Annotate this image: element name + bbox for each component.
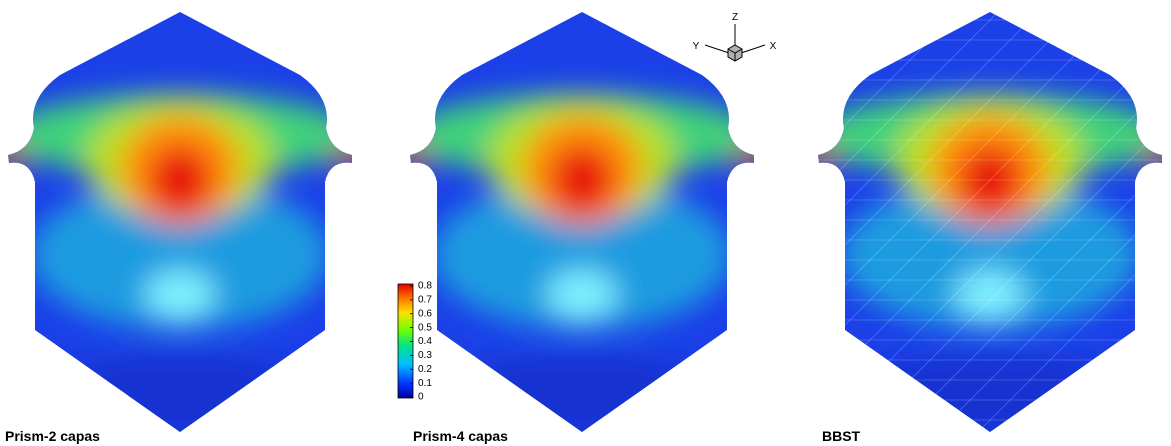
colorbar-tick-label: 0.3 bbox=[418, 350, 432, 361]
colorbar-tick-label: 0.2 bbox=[418, 364, 432, 375]
axis-z: Z bbox=[732, 12, 738, 23]
axis-y: Y bbox=[693, 41, 700, 52]
colorbar-tick-label: 0.8 bbox=[418, 281, 432, 292]
axis-x: X bbox=[770, 41, 777, 52]
panel-label: BBST bbox=[822, 428, 861, 444]
colorbar-tick-label: 0.6 bbox=[418, 308, 432, 319]
colorbar-tick-label: 0.1 bbox=[418, 378, 432, 389]
colorbar-tick-label: 0 bbox=[418, 392, 424, 403]
colorbar bbox=[398, 284, 413, 398]
figure: 0 0.1 0.2 0.3 0.4 0.5 0.6 0.7 0.8 Z Y X Prism-2 … bbox=[0, 0, 1171, 446]
panel-label: Prism-4 capas bbox=[413, 428, 508, 444]
panel-2 bbox=[390, 0, 774, 440]
colorbar-tick-label: 0.7 bbox=[418, 295, 432, 306]
panel-label: Prism-2 capas bbox=[5, 428, 100, 444]
colorbar-tick-label: 0.4 bbox=[418, 336, 432, 347]
panel-1 bbox=[0, 0, 372, 440]
axis-triad bbox=[705, 24, 765, 61]
colorbar-tick-label: 0.5 bbox=[418, 322, 432, 333]
